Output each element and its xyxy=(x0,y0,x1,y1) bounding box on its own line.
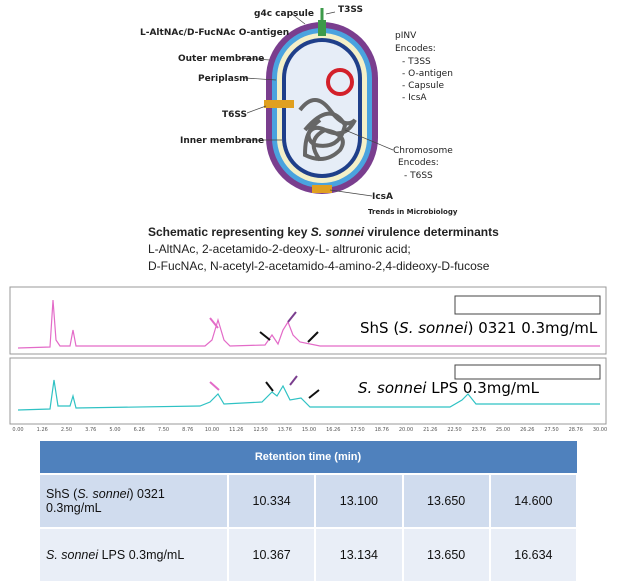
inset xyxy=(454,295,601,315)
text-part: virulence determinants xyxy=(364,225,499,239)
label: T3SS xyxy=(338,5,363,15)
list: - T3SS - O-antigen - Capsule - IcsA xyxy=(402,57,453,103)
cell: 10.334 xyxy=(226,473,317,529)
table: Retention time (min) ShS (S. sonnei) 032… xyxy=(38,440,579,583)
text-part: Schematic representing key xyxy=(148,225,311,239)
trace xyxy=(17,299,600,349)
list: - T6SS xyxy=(404,171,433,181)
text-part: ) 0321 0.3mg/mL xyxy=(46,487,165,515)
x-tick-label: 26.26 xyxy=(520,427,534,433)
text-part: S. sonnei xyxy=(77,487,130,501)
x-tick-label: 1.26 xyxy=(37,427,48,433)
cell: 16.634 xyxy=(488,527,579,583)
x-tick-label: 8.76 xyxy=(182,427,193,433)
label: Periplasm xyxy=(198,74,249,84)
inset xyxy=(454,364,601,380)
x-tick-label: 17.50 xyxy=(350,427,364,433)
row-label: ShS (S. sonnei) 0321 0.3mg/mL xyxy=(38,473,229,529)
trace-label: S. sonnei LPS 0.3mg/mL xyxy=(358,379,540,397)
plasmid xyxy=(326,68,354,96)
label: g4c capsule xyxy=(254,9,314,19)
x-tick-label: 20.00 xyxy=(399,427,413,433)
x-tick-label: 13.76 xyxy=(278,427,292,433)
label: Chromosome xyxy=(393,146,453,156)
x-tick-label: 22.50 xyxy=(447,427,461,433)
cell: 13.650 xyxy=(401,473,491,529)
cytoplasm xyxy=(286,42,358,174)
x-tick-label: 3.76 xyxy=(85,427,96,433)
page: g4c capsule T3SS L-AltNAc/D-FucNAc O-ant… xyxy=(9,5,608,583)
label: Outer membrane xyxy=(178,54,264,64)
x-tick-label: 27.50 xyxy=(544,427,558,433)
caption-title: Schematic representing key S. sonnei vir… xyxy=(148,224,499,241)
x-tick-label: 12.50 xyxy=(253,427,267,433)
text-part: S. sonnei xyxy=(46,548,99,562)
icsa-mark xyxy=(312,185,332,193)
x-tick-label: 15.00 xyxy=(302,427,316,433)
arrows xyxy=(209,311,320,399)
figure: g4c capsule T3SS L-AltNAc/D-FucNAc O-ant… xyxy=(9,5,607,433)
text-part: ShS ( xyxy=(360,319,399,337)
text-part: ) 0321 0.3mg/mL xyxy=(468,319,598,337)
label: Encodes: xyxy=(398,158,439,168)
text-part: LPS 0.3mg/mL xyxy=(98,548,185,562)
t6ss-body xyxy=(264,100,294,108)
source: Trends in Microbiology xyxy=(368,208,458,216)
chromosome xyxy=(298,98,357,162)
text-part: ShS ( xyxy=(46,487,78,501)
table-row: S. sonnei LPS 0.3mg/mL 10.367 13.134 13.650… xyxy=(38,527,579,583)
panel xyxy=(9,357,607,425)
table-row: ShS (S. sonnei) 0321 0.3mg/mL 10.334 13.10… xyxy=(38,473,579,529)
x-tick-label: 2.50 xyxy=(61,427,72,433)
x-tick-label: 18.76 xyxy=(375,427,389,433)
label: pINV xyxy=(395,31,417,41)
cell: 13.650 xyxy=(401,527,491,583)
text-part: LPS 0.3mg/mL xyxy=(426,379,539,397)
label: T6SS xyxy=(222,110,247,120)
x-tick-label: 0.00 xyxy=(12,427,23,433)
x-tick-label: 21.26 xyxy=(423,427,437,433)
list-item: - T3SS xyxy=(402,57,431,67)
label: Inner membrane xyxy=(180,136,264,146)
caption-line: D-FucNAc, N-acetyl-2-acetamido-4-amino-2… xyxy=(148,259,490,273)
text-part: S. sonnei xyxy=(310,225,365,239)
list-item: - T6SS xyxy=(404,171,433,181)
x-tick-label: 6.26 xyxy=(134,427,145,433)
x-tick-label: 30.00 xyxy=(593,427,607,433)
leader-lines xyxy=(239,11,394,197)
x-tick-label: 11.26 xyxy=(229,427,243,433)
caption-line: L-AltNAc, 2-acetamido-2-deoxy-L- altruro… xyxy=(148,242,411,256)
x-tick-label: 16.26 xyxy=(326,427,340,433)
cell: 13.134 xyxy=(314,527,404,583)
caption: Schematic representing key S. sonnei vir… xyxy=(148,224,499,275)
list-item: - O-antigen xyxy=(402,69,453,79)
x-tick-label: 28.76 xyxy=(569,427,583,433)
table-header: Retention time (min) xyxy=(38,440,578,475)
x-tick-label: 25.00 xyxy=(496,427,510,433)
x-tick-label: 23.76 xyxy=(472,427,486,433)
label: Encodes: xyxy=(395,44,436,54)
text-part: S. sonnei xyxy=(399,319,468,337)
cell: 13.100 xyxy=(314,473,404,529)
x-tick-label: 7.50 xyxy=(158,427,169,433)
cell: 14.600 xyxy=(488,473,579,529)
cell: 10.367 xyxy=(226,527,317,583)
list-item: - IcsA xyxy=(402,93,427,103)
trace-label: ShS (S. sonnei) 0321 0.3mg/mL xyxy=(360,319,598,337)
trace xyxy=(17,379,600,411)
text-part: S. sonnei xyxy=(358,379,427,397)
list-item: - Capsule xyxy=(402,81,445,91)
x-tick-label: 10.00 xyxy=(205,427,219,433)
x-tick-label: 5.00 xyxy=(109,427,120,433)
label: IcsA xyxy=(372,192,393,202)
x-axis: 0.00 1.26 2.50 3.76 5.00 6.26 7.50 8.76 10.00 11.… xyxy=(12,427,607,433)
panel xyxy=(9,286,607,355)
t3ss-needle xyxy=(318,20,326,36)
label: L-AltNAc/D-FucNAc O-antigen xyxy=(140,28,289,38)
row-label: S. sonnei LPS 0.3mg/mL xyxy=(38,527,229,583)
